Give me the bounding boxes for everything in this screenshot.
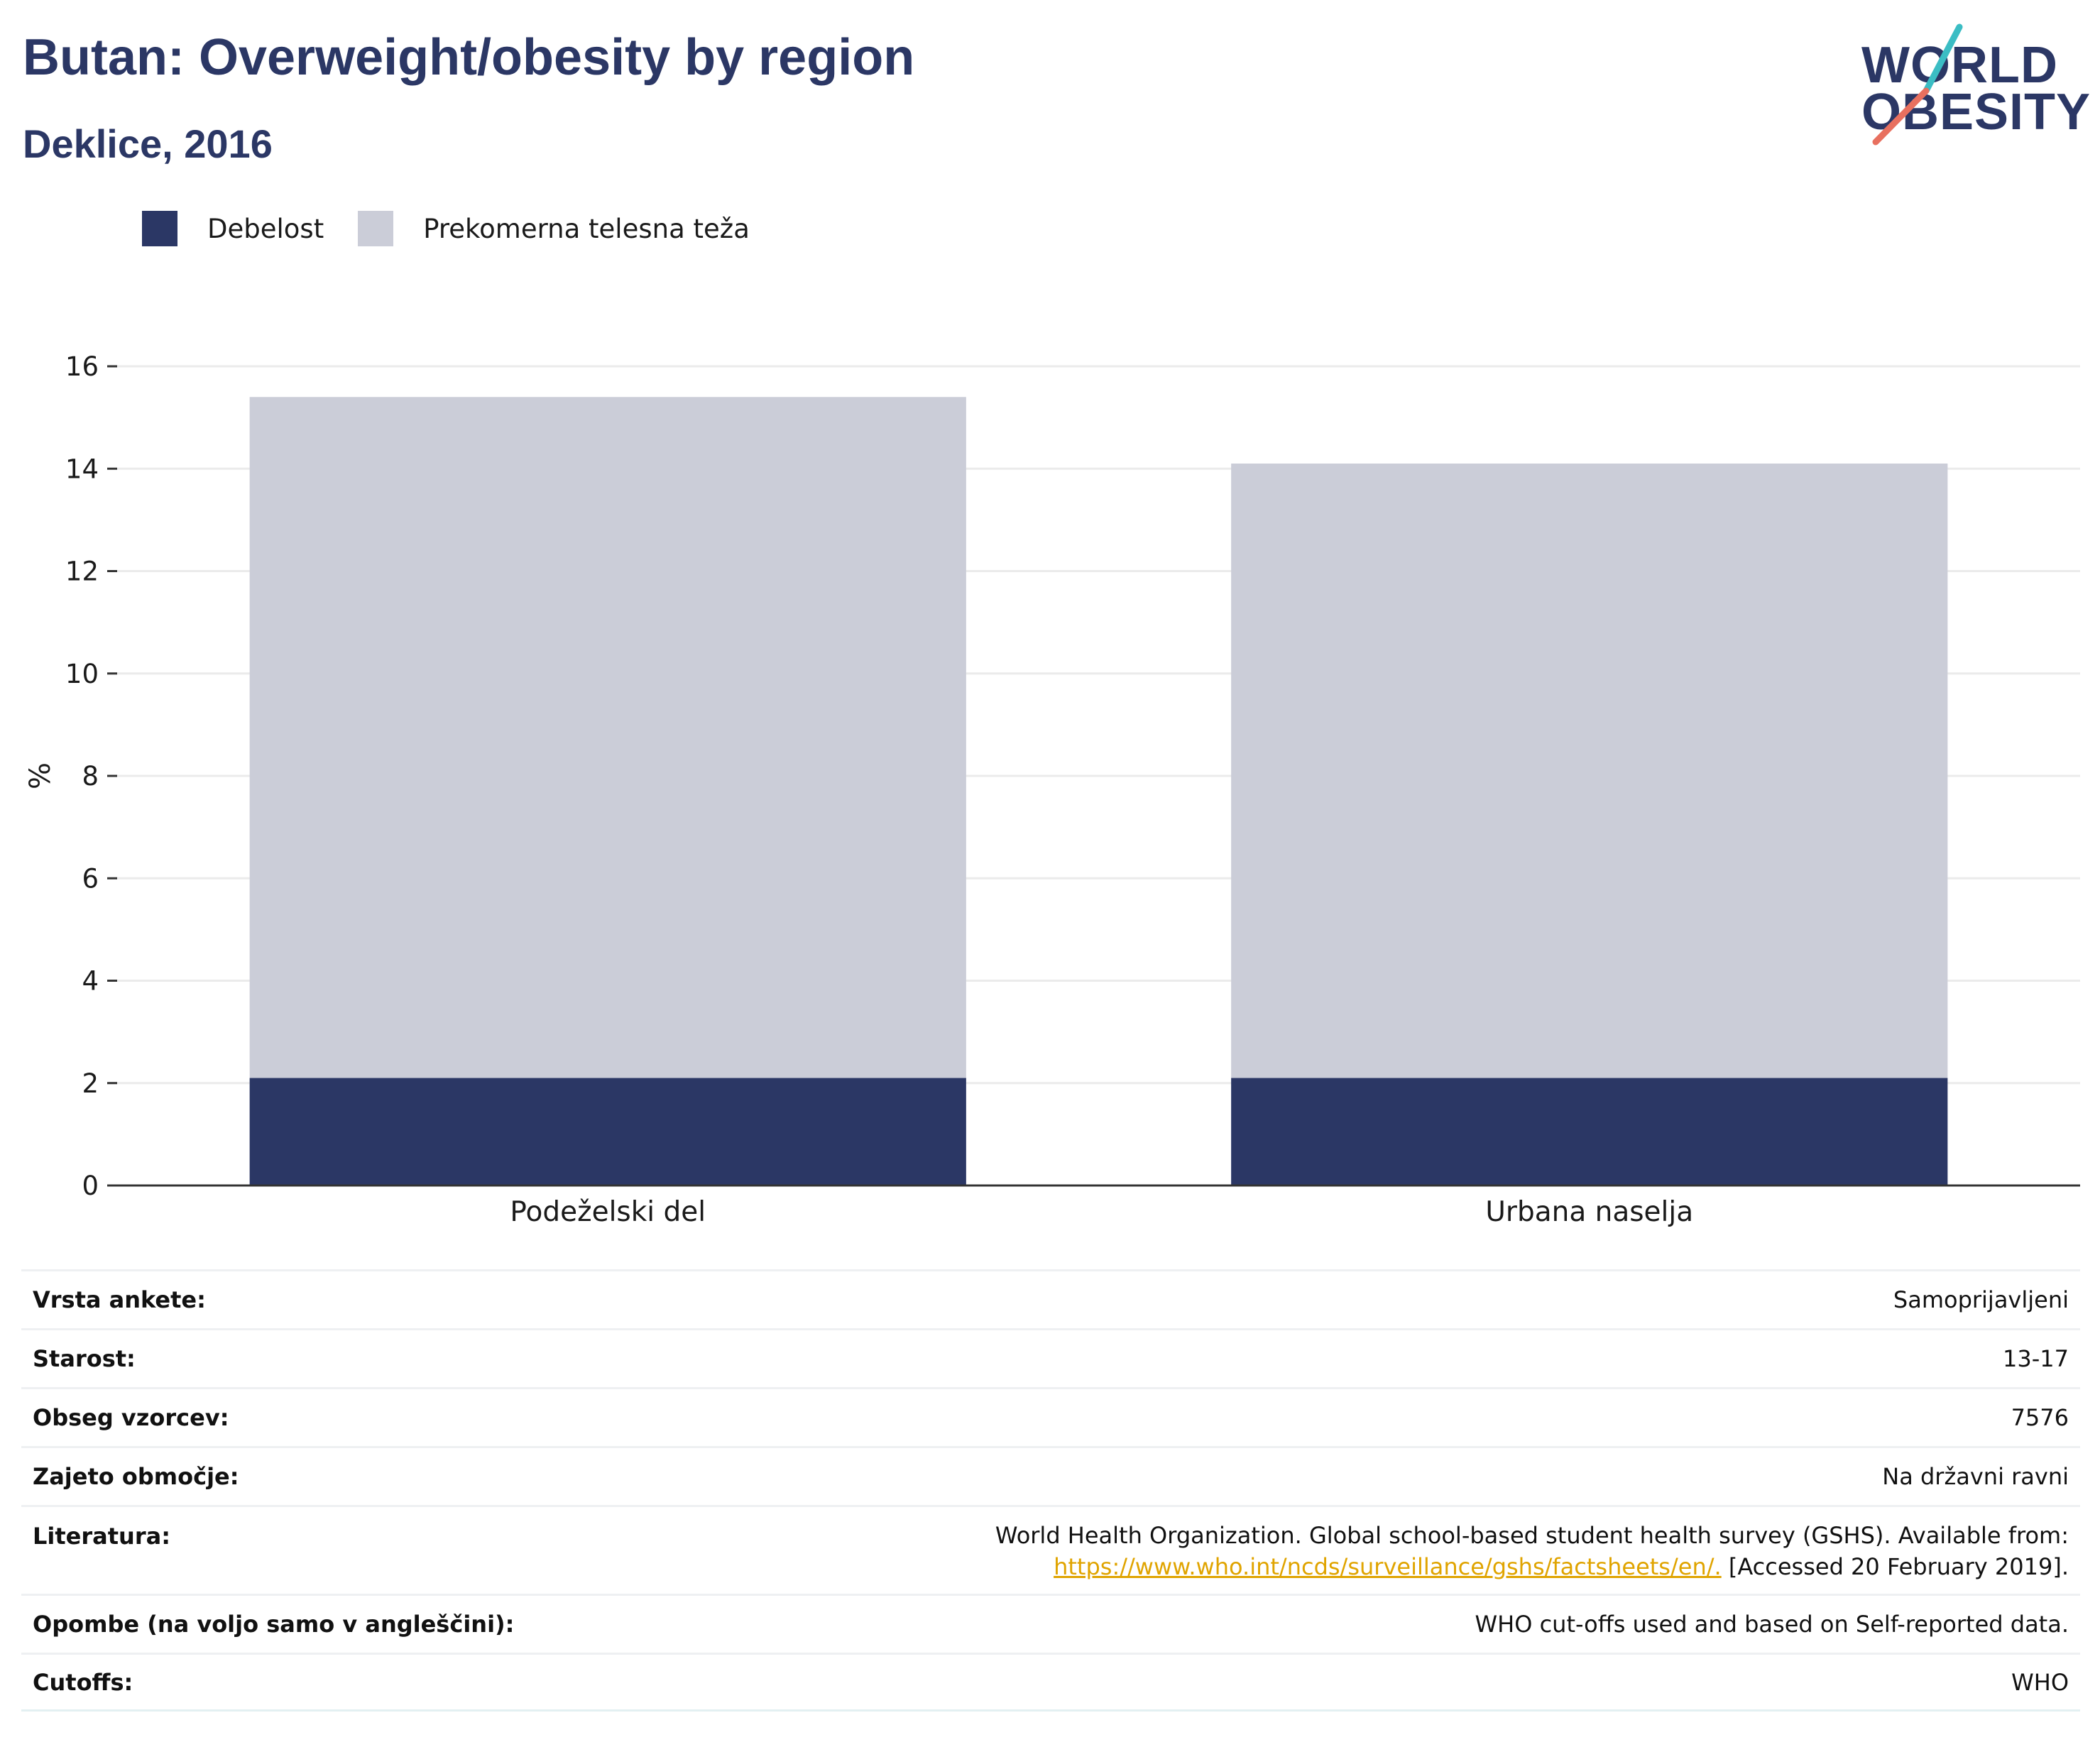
info-row: Cutoffs: WHO <box>21 1653 2080 1712</box>
bar-segment <box>249 397 966 1078</box>
legend-swatch-overweight <box>358 211 394 246</box>
y-axis-title: % <box>24 762 57 789</box>
y-tick-label: 16 <box>65 351 99 382</box>
chart-legend: Debelost Prekomerna telesna teža <box>142 210 784 247</box>
info-row: Literatura: World Health Organization. Gl… <box>21 1505 2080 1594</box>
y-tick-label: 12 <box>65 557 99 587</box>
y-tick-label: 14 <box>65 454 99 484</box>
reference-text: World Health Organization. Global school… <box>995 1522 2069 1549</box>
x-tick-label: Urbana naselja <box>1485 1196 1693 1228</box>
logo-slash-icon <box>1872 23 1963 146</box>
bar-segment <box>249 1078 966 1185</box>
stacked-bar-chart: 0 2 4 6 8 10 12 14 16% Podeželski del Urbana nasel… <box>24 351 2080 1228</box>
y-tick-label: 10 <box>65 659 99 689</box>
world-obesity-logo: WORLD OBESITY <box>1846 21 2090 156</box>
x-tick-label: Podeželski del <box>510 1196 706 1228</box>
info-label: Obseg vzorcev: <box>33 1404 229 1431</box>
chart-title: Butan: Overweight/obesity by region <box>23 29 915 86</box>
bar-segment <box>1231 1078 1948 1185</box>
logo-line-2: OBESITY <box>1861 84 2091 141</box>
info-value: WHO cut-offs used and based on Self-repo… <box>1475 1611 2069 1638</box>
legend-item-obesity: Debelost <box>142 211 324 246</box>
legend-item-overweight: Prekomerna telesna teža <box>358 211 750 246</box>
info-value: 7576 <box>2011 1404 2069 1431</box>
info-label: Zajeto območje: <box>33 1463 239 1490</box>
reference-accessed: [Accessed 20 February 2019]. <box>1721 1553 2069 1580</box>
info-label: Starost: <box>33 1345 136 1372</box>
y-tick-label: 6 <box>82 863 99 894</box>
survey-info-table: Vrsta ankete: Samoprijavljeni Starost: 13-1… <box>21 1269 2080 1712</box>
y-tick-label: 0 <box>82 1171 99 1201</box>
info-row: Vrsta ankete: Samoprijavljeni <box>21 1269 2080 1328</box>
info-value: Na državni ravni <box>1882 1463 2069 1490</box>
info-label: Literatura: <box>33 1523 170 1550</box>
info-value: Samoprijavljeni <box>1893 1286 2069 1313</box>
y-tick-label: 4 <box>82 966 99 997</box>
y-tick-label: 2 <box>82 1068 99 1099</box>
info-value: World Health Organization. Global school… <box>995 1520 2069 1582</box>
info-row: Obseg vzorcev: 7576 <box>21 1387 2080 1446</box>
info-label: Opombe (na voljo samo v angleščini): <box>33 1611 515 1638</box>
info-row: Opombe (na voljo samo v angleščini): WHO … <box>21 1594 2080 1653</box>
info-label: Vrsta ankete: <box>33 1286 206 1313</box>
legend-label-overweight: Prekomerna telesna teža <box>423 213 750 244</box>
info-row: Starost: 13-17 <box>21 1328 2080 1387</box>
y-tick-label: 8 <box>82 761 99 792</box>
reference-link[interactable]: https://www.who.int/ncds/surveillance/gs… <box>1054 1553 1722 1580</box>
info-value: WHO <box>2011 1668 2069 1696</box>
info-row: Zajeto območje: Na državni ravni <box>21 1446 2080 1505</box>
legend-swatch-obesity <box>142 211 177 246</box>
logo-line-1: WORLD <box>1861 37 2058 94</box>
info-value: 13-17 <box>2003 1345 2069 1372</box>
info-label: Cutoffs: <box>33 1668 133 1696</box>
bar-segment <box>1231 464 1948 1078</box>
chart-subtitle: Deklice, 2016 <box>23 121 273 166</box>
legend-label-obesity: Debelost <box>207 213 324 244</box>
